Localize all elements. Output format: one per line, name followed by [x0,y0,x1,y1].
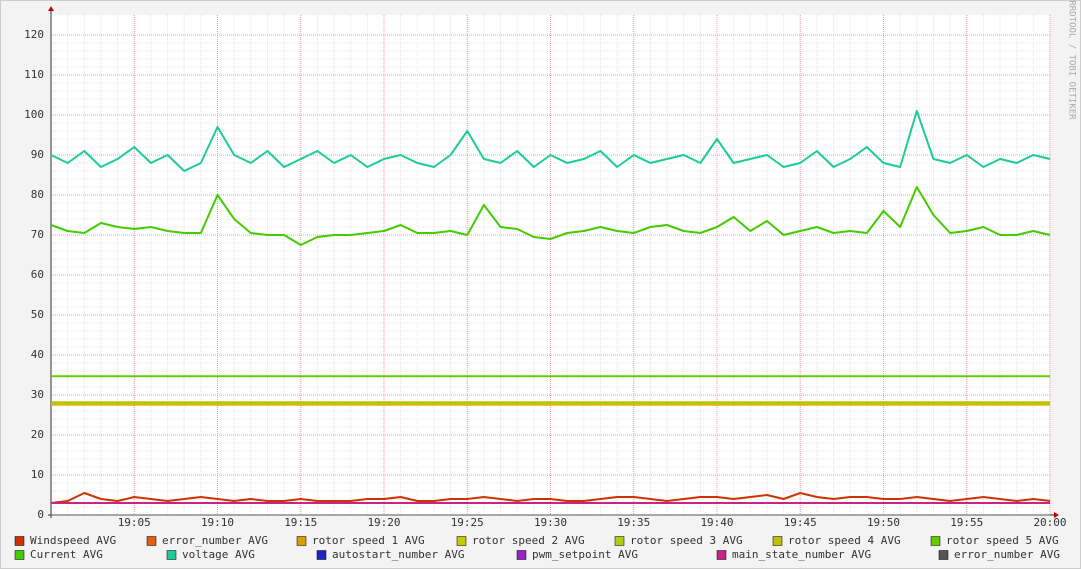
legend-swatch [14,536,25,546]
legend-swatch [316,550,327,560]
legend-swatch [772,536,783,546]
legend-label: Windspeed AVG [30,534,116,547]
y-tick-label: 110 [24,68,44,81]
y-tick-label: 10 [31,468,44,481]
x-tick-label: 19:20 [367,516,400,529]
y-tick-label: 30 [31,388,44,401]
y-tick-label: 40 [31,348,44,361]
y-tick-label: 50 [31,308,44,321]
y-tick-label: 0 [37,508,44,521]
x-tick-label: 19:05 [118,516,151,529]
x-tick-label: 19:50 [867,516,900,529]
legend-label: error_number AVG [162,534,268,547]
legend-swatch [296,536,307,546]
y-tick-label: 20 [31,428,44,441]
legend-swatch [14,550,25,560]
y-tick-label: 100 [24,108,44,121]
x-tick-label: 19:45 [784,516,817,529]
y-tick-label: 60 [31,268,44,281]
y-tick-label: 70 [31,228,44,241]
legend-label: rotor speed 5 AVG [946,534,1059,547]
legend-label: main_state_number AVG [732,548,871,561]
axis-arrow [48,6,54,11]
legend-swatch [716,550,727,560]
x-tick-label: 20:00 [1033,516,1066,529]
x-tick-label: 19:55 [950,516,983,529]
y-tick-label: 80 [31,188,44,201]
legend-label: error_number AVG [954,548,1060,561]
legend-label: autostart_number AVG [332,548,464,561]
x-tick-label: 19:10 [201,516,234,529]
y-tick-label: 90 [31,148,44,161]
legend-swatch [166,550,177,560]
legend-label: pwm_setpoint AVG [532,548,638,561]
series-line [50,492,1051,504]
legend-label: rotor speed 3 AVG [630,534,743,547]
x-tick-label: 19:30 [534,516,567,529]
legend-label: rotor speed 2 AVG [472,534,585,547]
legend-swatch [938,550,949,560]
legend-label: Current AVG [30,548,103,561]
x-tick-label: 19:15 [284,516,317,529]
x-tick-label: 19:35 [617,516,650,529]
series-line [50,110,1051,172]
legend-label: rotor speed 4 AVG [788,534,901,547]
axis-arrow [1054,512,1059,518]
x-tick-label: 19:25 [451,516,484,529]
x-tick-label: 19:40 [700,516,733,529]
legend-label: rotor speed 1 AVG [312,534,425,547]
series-line [50,186,1051,246]
legend-swatch [456,536,467,546]
legend-swatch [930,536,941,546]
y-tick-label: 120 [24,28,44,41]
legend-swatch [516,550,527,560]
legend-swatch [146,536,157,546]
legend-label: voltage AVG [182,548,255,561]
legend-swatch [614,536,625,546]
side-label: RRDTOOL / TOBI OETIKER [1067,0,1077,120]
